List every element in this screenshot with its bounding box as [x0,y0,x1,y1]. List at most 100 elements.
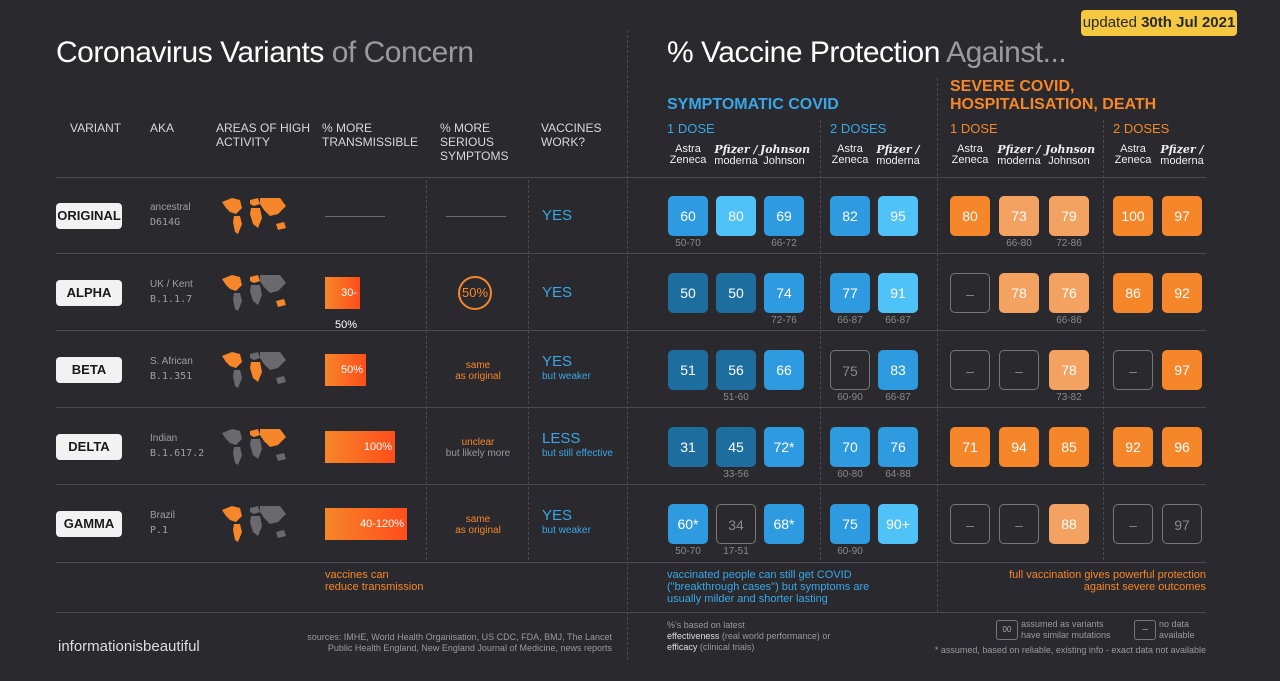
col-divider-main [627,30,628,660]
serious-none [446,216,506,217]
protection-range: 51-60 [723,392,749,403]
header-serious: % MORE SERIOUS SYMPTOMS [440,121,509,163]
legend-nodata: no data available [1159,619,1195,641]
world-map-icon [222,198,286,234]
note-breakthrough: vaccinated people can still get COVID ("… [667,569,869,605]
protection-range: 66-72 [771,238,797,249]
protection-range: 66-80 [1006,238,1032,249]
variant-lineage: B.1.351 [150,371,193,382]
divider-header [56,177,1206,178]
continent-as [260,198,286,216]
symptomatic-cell: 45 [716,427,756,467]
variant-map [218,500,292,548]
variant-map [218,269,292,317]
symptomatic-cell: 77 [830,273,870,313]
dose1-severe: 1 DOSE [950,121,998,136]
severe-cell: 100 [1113,196,1153,236]
variant-aka: Brazil [150,510,176,521]
world-map-icon [222,429,286,465]
col-divider-2 [528,180,529,560]
protection-range: 64-88 [885,469,911,480]
vaccine-label-johnson: Johnson Johnson [760,143,811,167]
severe-cell: 85 [1049,427,1089,467]
continent-au [276,376,286,384]
vaccine-label-line1: Johnson [760,143,811,156]
vaccine-label-line2: Johnson [763,155,805,167]
updated-date: 30th Jul 2021 [1141,14,1236,31]
symptomatic-cell: 72* [764,427,804,467]
severe-cell: – [1113,504,1153,544]
col-divider-dose-sev [1103,120,1104,560]
symptomatic-cell: 60 [668,196,708,236]
severe-cell: 88 [1049,504,1089,544]
severe-cell: – [1113,350,1153,390]
continent-au [276,222,286,230]
variant-map [218,192,292,240]
world-map-icon [222,506,286,542]
variant-badge: BETA [56,357,122,383]
protection-range: 60-90 [837,546,863,557]
divider-row4 [56,484,1206,485]
severe-cell: 79 [1049,196,1089,236]
severe-cell: 97 [1162,504,1202,544]
protection-range: 50-70 [675,238,701,249]
note-breakthrough-l2: ("breakthrough cases") but symptoms are [667,581,870,593]
symptomatic-cell: 51 [668,350,708,390]
legend-assumed-box: 00 [996,620,1018,640]
title-right-dim: Against... [946,36,1067,69]
note-transmission-l1: vaccines can [325,569,389,581]
pct-note: %'s based on latest effectiveness (real … [667,620,830,653]
legend-assumed-l2: have similar mutations [1021,630,1111,640]
continent-au [276,453,286,461]
header-areas: AREAS OF HIGH ACTIVITY [216,121,311,149]
symptomatic-cell: 34 [716,504,756,544]
variant-lineage: D614G [150,217,181,228]
title-right: % Vaccine Protection Against... [667,36,1067,70]
protection-range: 72-86 [1056,238,1082,249]
pct-note-l1: %'s based on latest [667,620,745,630]
continent-au [276,299,286,307]
severe-cell: – [999,504,1039,544]
continent-na [222,429,242,445]
divider-footer [56,612,1206,613]
symptomatic-cell: 74 [764,273,804,313]
severe-cell: 86 [1113,273,1153,313]
divider-row5 [56,562,1206,563]
world-map-icon [222,352,286,388]
severe-cell: 94 [999,427,1039,467]
continent-af [250,516,262,536]
symptomatic-cell: 83 [878,350,918,390]
variant-map [218,346,292,394]
asterisk-note: * assumed, based on reliable, existing i… [934,645,1206,655]
dose1-symptomatic: 1 DOSE [667,121,715,136]
protection-range: 60-90 [837,392,863,403]
continent-af [250,439,262,459]
vaccine-label-line2: Zeneca [669,154,707,166]
symptomatic-cell: 82 [830,196,870,236]
divider-row3 [56,407,1206,408]
symptomatic-cell: 90+ [878,504,918,544]
vaccine-label-astra: Astra Zeneca [1109,144,1157,166]
vaccine-label-line2: Zeneca [951,154,989,166]
note-full: full vaccination gives powerful protecti… [960,569,1206,593]
continent-sa [233,216,242,234]
vaccine-label-line2: Zeneca [1114,154,1152,166]
vaccine-label-line1: Pfizer / [714,143,758,156]
continent-sa [233,370,242,388]
title-left: Coronavirus Variants of Concern [56,36,474,70]
protection-range: 33-56 [723,469,749,480]
severe-cell: 92 [1162,273,1202,313]
vaccine-label-line2: Zeneca [831,154,869,166]
transmissibility-bar: 40-120% [325,508,407,540]
continent-af [250,208,262,228]
col-divider-severe [937,78,938,612]
transmissibility-none [325,216,385,217]
note-breakthrough-l1: vaccinated people can still get COVID [667,569,852,581]
note-transmission-l2: reduce transmission [325,581,424,593]
severe-cell: 96 [1162,427,1202,467]
note-breakthrough-l3: usually milder and shorter lasting [667,593,828,605]
symptomatic-cell: 69 [764,196,804,236]
vaccine-label-pfizer: Pfizer / moderna [712,144,760,167]
variant-badge: DELTA [56,434,122,460]
vaccine-label-line1: Johnson [1045,143,1096,156]
